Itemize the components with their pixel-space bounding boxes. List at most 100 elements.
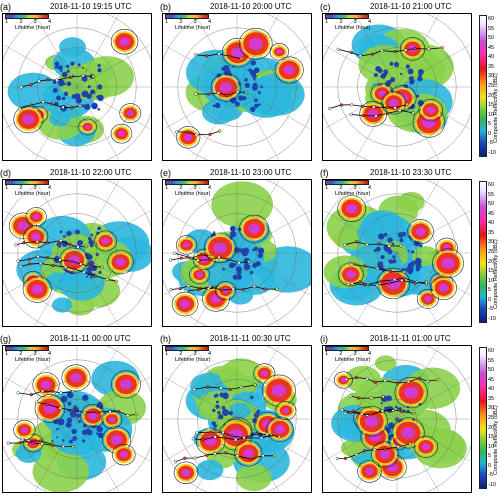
colorbar-tick: -5: [488, 472, 493, 479]
lifetime-colorscale: [5, 346, 49, 351]
panel-timestamp: 2018-11-11 00:30 UTC: [210, 334, 291, 343]
colorbar-tick: -10: [488, 150, 496, 156]
lifetime-colorscale: [165, 180, 209, 185]
radar-map: [2, 13, 152, 161]
lifetime-tick: 3: [353, 351, 357, 357]
lifetime-legend-title: Lifetime (hour): [335, 191, 371, 197]
lifetime-tick: 2: [19, 19, 23, 25]
lifetime-tick: 4: [207, 185, 211, 191]
radar-map: [322, 13, 472, 161]
lifetime-legend: 1 2 3 4 Lifetime (hour): [165, 180, 215, 202]
colorbar-tick: 10: [488, 111, 495, 118]
lifetime-legend-title: Lifetime (hour): [175, 25, 211, 31]
panel-timestamp: 2018-11-10 20:00 UTC: [210, 2, 292, 11]
colorbar-ticks: 60 55 50 45 40 35 30 25 20 15 10 5 0 -5 -10: [488, 15, 500, 157]
radar-map: [2, 179, 152, 327]
lifetime-ticks: 1 2 3 4: [325, 185, 371, 191]
lifetime-tick: 1: [5, 19, 9, 25]
lifetime-tick: 1: [165, 351, 169, 357]
lifetime-tick: 3: [33, 185, 37, 191]
reflectivity-colorbar: [479, 347, 487, 489]
radar-panel: (e) 2018-11-10 23:00 UTC 1 2 3 4 Lifetime (hou…: [160, 168, 314, 328]
lifetime-tick: 2: [339, 19, 343, 25]
lifetime-ticks: 1 2 3 4: [5, 185, 51, 191]
colorbar-tick: -5: [488, 140, 493, 147]
colorbar-tick: 25: [488, 415, 495, 421]
panel-label: (h): [160, 334, 171, 344]
colorbar-tick: 0: [488, 296, 492, 303]
colorbar-tick: 45: [488, 44, 495, 51]
lifetime-colorscale: [325, 346, 369, 351]
lifetime-tick: 1: [325, 351, 329, 357]
colorbar-tick: 50: [488, 35, 495, 42]
colorbar-tick: 15: [488, 434, 495, 441]
radar-panel: (f) 2018-11-10 23:30 UTC 1 2 3 4 Lifetime (hou…: [320, 168, 474, 328]
lifetime-tick: 1: [325, 19, 329, 25]
lifetime-tick: 1: [5, 185, 9, 191]
radar-map: [162, 345, 312, 493]
lifetime-legend: 1 2 3 4 Lifetime (hour): [325, 14, 375, 36]
lifetime-tick: 3: [353, 185, 357, 191]
lifetime-legend: 1 2 3 4 Lifetime (hour): [165, 14, 215, 36]
lifetime-ticks: 1 2 3 4: [165, 185, 211, 191]
colorbar-title: Composite Reflectivity (dBZ): [493, 239, 499, 309]
lifetime-ticks: 1 2 3 4: [165, 19, 211, 25]
colorbar-tick: -5: [488, 306, 493, 313]
panel-timestamp: 2018-11-10 19:15 UTC: [50, 2, 132, 11]
colorbar-tick: 55: [488, 357, 495, 364]
panel-label: (e): [160, 168, 171, 178]
radar-map: [322, 345, 472, 493]
lifetime-tick: 1: [325, 185, 329, 191]
colorbar-tick: 0: [488, 462, 492, 469]
colorbar-title: Composite Reflectivity (dBZ): [493, 405, 499, 475]
lifetime-colorscale: [165, 14, 209, 19]
colorbar-tick: 45: [488, 376, 495, 383]
colorbar-tick: 20: [488, 92, 495, 99]
lifetime-tick: 2: [19, 351, 23, 357]
lifetime-legend: 1 2 3 4 Lifetime (hour): [5, 346, 55, 368]
panel-timestamp: 2018-11-10 22:00 UTC: [50, 168, 132, 177]
colorbar-ticks: 60 55 50 45 40 35 30 25 20 15 10 5 0 -5 -10: [488, 347, 500, 489]
colorbar-tick: 30: [488, 405, 495, 412]
panel-timestamp: 2018-11-10 23:30 UTC: [370, 168, 452, 177]
radar-map: [322, 179, 472, 327]
radar-panel: (b) 2018-11-10 20:00 UTC 1 2 3 4 Lifetime (hou…: [160, 2, 314, 162]
lifetime-tick: 2: [19, 185, 23, 191]
reflectivity-colorbar: [479, 181, 487, 323]
lifetime-tick: 2: [179, 351, 183, 357]
lifetime-tick: 4: [367, 351, 371, 357]
lifetime-legend: 1 2 3 4 Lifetime (hour): [5, 14, 55, 36]
lifetime-legend-title: Lifetime (hour): [15, 25, 51, 31]
colorbar-tick: 25: [488, 83, 495, 89]
panel-timestamp: 2018-11-11 01:00 UTC: [370, 334, 451, 343]
colorbar-title: Composite Reflectivity (dBZ): [493, 73, 499, 143]
lifetime-colorscale: [325, 180, 369, 185]
colorbar-tick: 60: [488, 348, 495, 354]
colorbar-tick: 45: [488, 210, 495, 217]
radar-panel: (a) 2018-11-10 19:15 UTC 1 2 3 4 Lifetime (hou…: [0, 2, 154, 162]
radar-map: [162, 13, 312, 161]
lifetime-tick: 4: [207, 19, 211, 25]
lifetime-legend: 1 2 3 4 Lifetime (hour): [325, 180, 375, 202]
lifetime-tick: 1: [5, 351, 9, 357]
lifetime-legend: 1 2 3 4 Lifetime (hour): [325, 346, 375, 368]
lifetime-legend-title: Lifetime (hour): [175, 191, 211, 197]
colorbar-tick: 55: [488, 25, 495, 32]
lifetime-legend-title: Lifetime (hour): [15, 191, 51, 197]
colorbar-tick: 10: [488, 277, 495, 284]
colorbar-tick: 60: [488, 182, 495, 188]
lifetime-legend-title: Lifetime (hour): [175, 357, 211, 363]
lifetime-tick: 3: [193, 351, 197, 357]
lifetime-tick: 4: [367, 19, 371, 25]
panel-label: (a): [0, 2, 11, 12]
lifetime-legend: 1 2 3 4 Lifetime (hour): [165, 346, 215, 368]
colorbar-tick: 5: [488, 121, 492, 128]
colorbar-tick: 35: [488, 395, 495, 402]
lifetime-tick: 3: [193, 185, 197, 191]
panel-label: (g): [0, 334, 11, 344]
panel-label: (c): [320, 2, 331, 12]
lifetime-legend-title: Lifetime (hour): [335, 357, 371, 363]
colorbar-ticks: 60 55 50 45 40 35 30 25 20 15 10 5 0 -5 -10: [488, 181, 500, 323]
radar-map: [2, 345, 152, 493]
radar-panel: (d) 2018-11-10 22:00 UTC 1 2 3 4 Lifetime (hou…: [0, 168, 154, 328]
